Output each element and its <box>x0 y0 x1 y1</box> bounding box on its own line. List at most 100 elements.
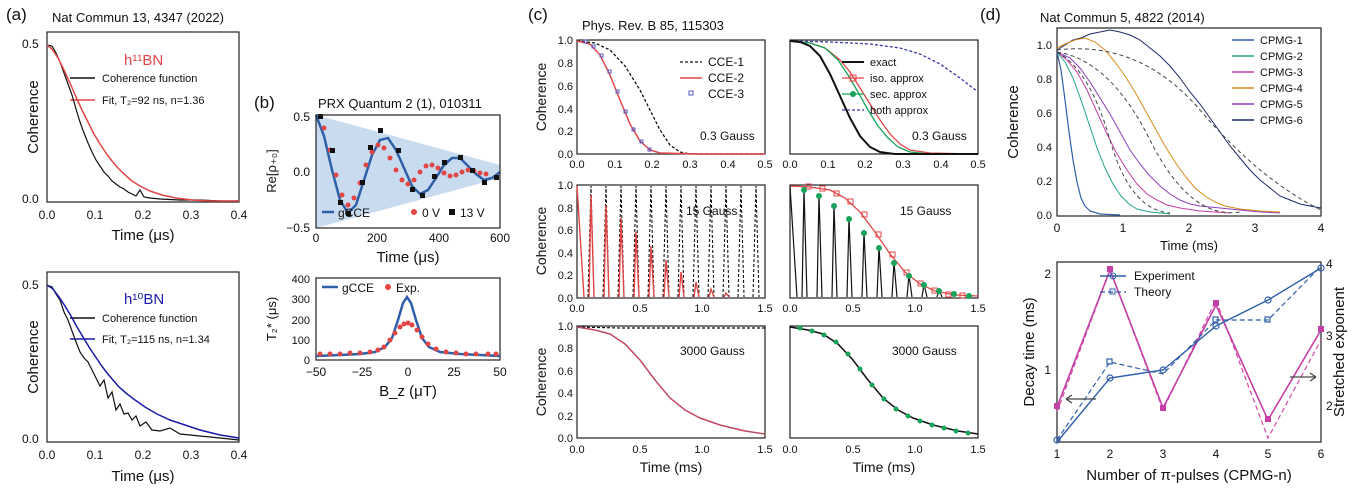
series-decay-experiment <box>1056 267 1322 443</box>
x-tick-label: 50 <box>493 365 507 379</box>
y-tick-label: 0.5 <box>22 278 39 292</box>
series-cce2-spikes <box>576 185 730 298</box>
legend-entry: CPMG-5 <box>1260 99 1303 111</box>
x-tick-label: 1.5 <box>970 303 985 315</box>
plot-frame <box>789 184 979 299</box>
x-axis-label: Time (μs) <box>111 468 174 485</box>
series-decay-points <box>1053 264 1325 444</box>
y-tick-label: 0.8 <box>558 203 573 215</box>
series-gccE <box>315 294 501 358</box>
series-both-approx <box>789 40 979 93</box>
series-cce1 <box>576 326 765 329</box>
x-tick-label: 1.5 <box>970 444 985 456</box>
x-tick-label: 0.2 <box>644 159 659 171</box>
x-tick-label: 2 <box>1107 447 1114 461</box>
chart-d-bottom: Experiment Theory Decay time (ms) Stretc… <box>1021 257 1348 484</box>
y-tick-label: 0.5 <box>22 37 39 51</box>
x-tick-label: 4 <box>1213 447 1220 461</box>
series-sec-points <box>801 187 972 299</box>
legend-entry: 13 V <box>460 206 485 220</box>
y-tick-label: 100 <box>292 335 310 347</box>
field-annotation: 0.3 Gauss <box>912 129 967 143</box>
series-exponent-theory <box>1056 268 1322 440</box>
field-annotation: 3000 Gauss <box>892 344 957 358</box>
plot-frame <box>46 31 240 203</box>
x-tick-label: 25 <box>447 365 461 379</box>
y-tick-label: 0.8 <box>558 58 573 70</box>
chart-b-top: gCCE 0 V 13 V Re[ρ₊₀] −0.5 0.0 0.5 0 200… <box>264 110 510 266</box>
y-tick-label: 1.0 <box>558 35 573 47</box>
legend-marker-theory <box>1109 288 1116 295</box>
y-tick-label: 0 <box>304 355 310 367</box>
x-tick-label: 0.4 <box>933 159 948 171</box>
x-axis-label: B_z (μT) <box>379 383 437 400</box>
legend-entry: Fit, T₂=92 ns, n=1.36 <box>102 95 205 107</box>
x-tick-label: 0.3 <box>682 159 697 171</box>
x-tick-label: 0.1 <box>87 208 104 222</box>
x-tick-label: 0.5 <box>757 159 772 171</box>
legend-entry: 0 V <box>422 206 440 220</box>
series-coherence-function <box>46 284 240 441</box>
legend-entry: iso. approx <box>870 73 924 85</box>
plot-frame <box>1056 27 1322 217</box>
y-tick-label: 200 <box>292 315 310 327</box>
panel-d-citation: Nat Commun 5, 4822 (2014) <box>1040 10 1205 25</box>
x-tick-label: 0 <box>405 365 412 379</box>
x-tick-label: 1.5 <box>757 444 772 456</box>
x-tick-label: 0.0 <box>782 444 797 456</box>
plot-frame <box>315 114 501 229</box>
x-tick-label: 0.2 <box>857 159 872 171</box>
y2-tick-label: 2 <box>1326 399 1333 413</box>
y-axis-label: Decay time (ms) <box>1021 297 1038 406</box>
x-tick-label: 0.0 <box>782 303 797 315</box>
x-tick-label: 1.0 <box>907 444 922 456</box>
y-axis-label: Coherence <box>25 320 42 393</box>
chart-title: h¹⁰BN <box>124 291 164 308</box>
x-tick-label: 0.1 <box>607 159 622 171</box>
series-13v-points <box>318 114 499 216</box>
x-tick-label: 0.0 <box>39 448 56 462</box>
x-tick-label: 0 <box>1054 221 1061 235</box>
plot-frame <box>789 325 979 439</box>
x-tick-label: −50 <box>306 365 327 379</box>
legend-marker-iso <box>849 74 857 82</box>
y-tick-label: 300 <box>292 294 310 306</box>
y-axis-label: Coherence <box>25 80 42 153</box>
series-cpmg-3 <box>1056 51 1231 214</box>
panel-b-citation: PRX Quantum 2 (1), 010311 <box>318 96 482 111</box>
chart-c-3000g-cce: 3000 Gauss Coherence 0.0 0.2 0.4 0.6 0.8… <box>533 321 773 475</box>
legend-swatch-0v <box>411 209 417 215</box>
panel-a-citation: Nat Commun 13, 4347 (2022) <box>52 10 224 25</box>
legend-entry: Fit, T₂=115 ns, n=1.34 <box>102 334 210 346</box>
series-coherence-function <box>46 44 239 202</box>
y-axis-label: T₂* (μs) <box>264 297 279 341</box>
field-annotation: 15 Gauss <box>900 204 951 218</box>
y-tick-label: 0.4 <box>558 388 573 400</box>
legend-entry: CCE-1 <box>708 55 744 69</box>
chart-d-top: CPMG-1 CPMG-2 CPMG-3 CPMG-4 CPMG-5 CPMG-… <box>1005 27 1325 253</box>
y-tick-label: 0.8 <box>558 343 573 355</box>
x-tick-label: 0.4 <box>720 159 735 171</box>
plot-frame <box>576 325 766 439</box>
y-tick-label: 0.0 <box>22 192 39 206</box>
y-tick-label: 0.0 <box>558 433 573 445</box>
y-tick-label: 0.6 <box>1037 108 1052 120</box>
x-tick-label: 0.1 <box>87 448 104 462</box>
series-cpmg-2 <box>1056 51 1171 215</box>
x-tick-label: 0.3 <box>183 448 200 462</box>
y-tick-label: 1.0 <box>558 180 573 192</box>
x-tick-label: 4 <box>1318 221 1325 235</box>
x-tick-label: 0.0 <box>569 159 584 171</box>
legend-entry: Experiment <box>1134 269 1195 283</box>
chart-c-15g-approx: 15 Gauss 0.0 0.5 1.0 1.5 <box>782 183 986 315</box>
x-tick-label: 1 <box>1054 447 1061 461</box>
x-tick-label: 5 <box>1265 447 1272 461</box>
x-tick-label: 0.4 <box>231 208 248 222</box>
x-tick-label: 0.5 <box>632 444 647 456</box>
x-tick-label: 0.3 <box>895 159 910 171</box>
x-tick-label: 0.5 <box>632 303 647 315</box>
legend-entry: both approx <box>870 105 929 117</box>
y-axis-label: Coherence <box>1005 85 1022 158</box>
series-exact <box>789 326 979 435</box>
y-tick-label: 0.6 <box>558 366 573 378</box>
